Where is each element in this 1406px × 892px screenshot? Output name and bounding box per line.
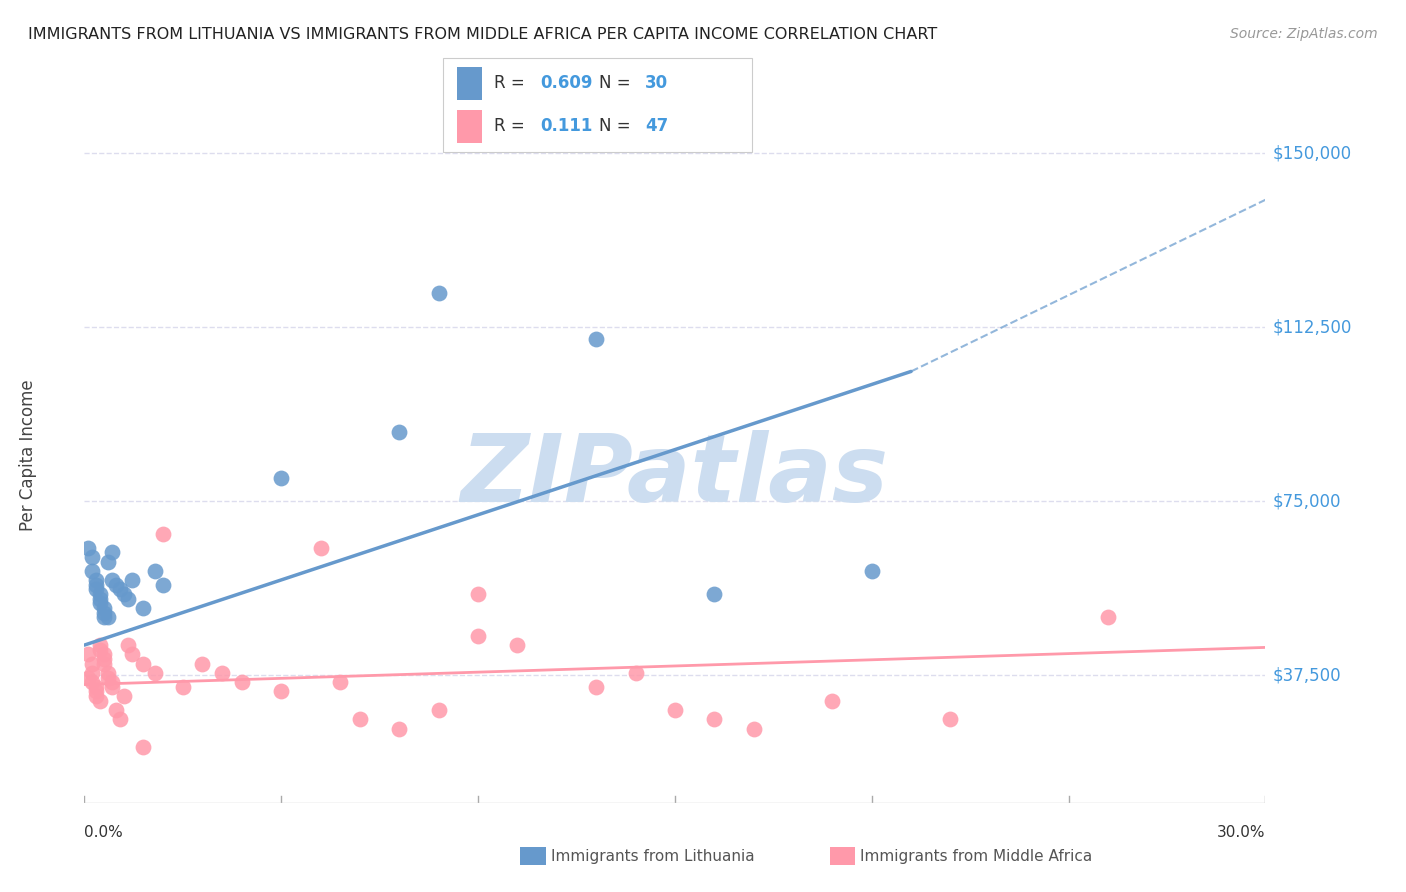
Point [427,285,450,300]
Point [89,638,111,652]
Point [97,555,120,569]
Point [211,665,233,680]
Point [270,471,292,485]
Point [112,689,135,703]
Text: 0.111: 0.111 [540,118,592,136]
Text: 0.0%: 0.0% [84,825,124,840]
Point [143,665,166,680]
Text: ZIPatlas: ZIPatlas [461,430,889,522]
Text: Immigrants from Lithuania: Immigrants from Lithuania [551,849,755,863]
Point [89,642,111,657]
Point [467,587,489,601]
Point [101,573,124,587]
Point [104,703,127,717]
Point [585,332,607,346]
Point [108,582,131,597]
Point [84,573,107,587]
Point [101,675,124,690]
Point [121,573,143,587]
Point [84,582,107,597]
Text: 47: 47 [645,118,669,136]
Text: Immigrants from Middle Africa: Immigrants from Middle Africa [860,849,1092,863]
Point [101,545,124,559]
Point [309,541,332,555]
Point [1097,610,1119,624]
Text: 30: 30 [645,74,668,92]
Point [101,680,124,694]
Text: R =: R = [494,118,530,136]
Point [77,648,100,662]
Point [132,740,155,755]
Point [104,578,127,592]
Point [93,648,115,662]
Text: N =: N = [599,118,636,136]
Point [152,578,174,592]
Point [388,722,411,736]
Point [152,526,174,541]
Point [821,694,844,708]
Text: 0.609: 0.609 [540,74,592,92]
Point [329,675,352,690]
Point [585,680,607,694]
Point [939,712,962,726]
Point [132,657,155,671]
Point [84,680,107,694]
Point [89,694,111,708]
Text: $37,500: $37,500 [1272,666,1341,684]
Point [143,564,166,578]
Point [703,587,725,601]
Point [117,591,139,606]
Point [89,596,111,610]
Text: $112,500: $112,500 [1272,318,1351,336]
Point [172,680,194,694]
Point [108,712,131,726]
Point [82,657,104,671]
Point [93,610,115,624]
Point [77,541,100,555]
Point [703,712,725,726]
Point [82,564,104,578]
Point [77,671,100,685]
Point [93,657,115,671]
Text: $150,000: $150,000 [1272,145,1351,162]
Point [112,587,135,601]
Point [117,638,139,652]
Point [97,610,120,624]
Text: 30.0%: 30.0% [1218,825,1265,840]
Point [82,549,104,564]
Text: Source: ZipAtlas.com: Source: ZipAtlas.com [1230,27,1378,41]
Point [467,629,489,643]
Point [742,722,765,736]
Point [84,684,107,698]
Point [231,675,253,690]
Text: N =: N = [599,74,636,92]
Point [93,652,115,666]
Point [270,684,292,698]
Point [860,564,883,578]
Point [427,703,450,717]
Point [93,606,115,620]
Text: IMMIGRANTS FROM LITHUANIA VS IMMIGRANTS FROM MIDDLE AFRICA PER CAPITA INCOME COR: IMMIGRANTS FROM LITHUANIA VS IMMIGRANTS … [28,27,938,42]
Point [349,712,371,726]
Point [506,638,529,652]
Point [93,601,115,615]
Point [97,665,120,680]
Point [84,578,107,592]
Point [191,657,214,671]
Point [97,671,120,685]
Point [82,665,104,680]
Point [388,425,411,439]
Point [121,648,143,662]
Point [84,689,107,703]
Text: R =: R = [494,74,530,92]
Text: $75,000: $75,000 [1272,492,1341,510]
Point [89,591,111,606]
Point [89,587,111,601]
Point [82,675,104,690]
Point [664,703,686,717]
Point [624,665,647,680]
Point [132,601,155,615]
Text: Per Capita Income: Per Capita Income [20,379,37,531]
